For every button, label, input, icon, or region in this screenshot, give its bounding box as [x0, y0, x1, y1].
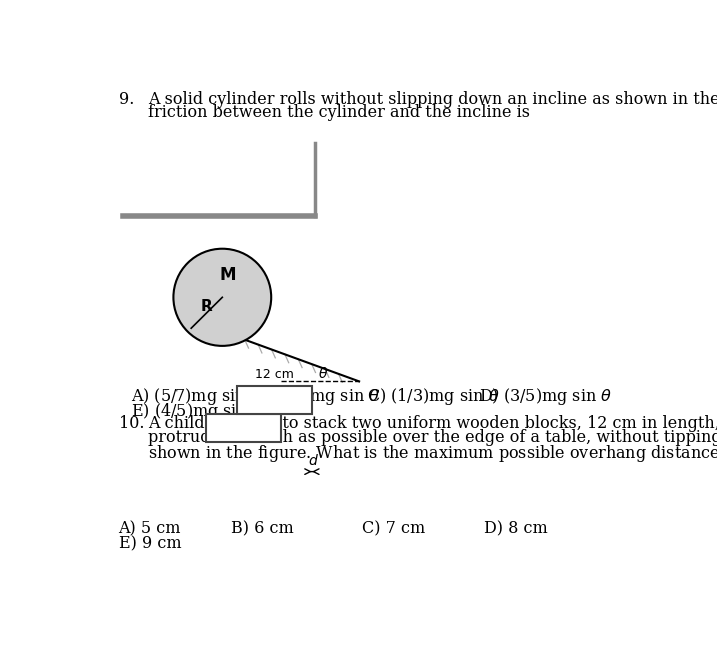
Text: A solid cylinder rolls without slipping down an incline as shown in the figure. : A solid cylinder rolls without slipping … [148, 90, 717, 107]
Text: A child is trying to stack two uniform wooden blocks, 12 cm in length, so they w: A child is trying to stack two uniform w… [148, 415, 717, 432]
Text: $\theta$: $\theta$ [318, 367, 328, 381]
FancyBboxPatch shape [237, 387, 312, 414]
Text: 9.: 9. [118, 90, 134, 107]
Ellipse shape [174, 249, 271, 346]
Text: E) (4/5)mg sin $\theta$: E) (4/5)mg sin $\theta$ [131, 402, 263, 422]
Text: shown in the figure. What is the maximum possible overhang distance $d$?: shown in the figure. What is the maximum… [148, 443, 717, 464]
Text: D) 8 cm: D) 8 cm [484, 520, 548, 537]
Text: $\mathbf{R}$: $\mathbf{R}$ [200, 298, 214, 314]
Text: A) (5/7)mg sin $\theta$: A) (5/7)mg sin $\theta$ [131, 387, 262, 408]
Text: C) 7 cm: C) 7 cm [362, 520, 425, 537]
Text: 10.: 10. [118, 415, 144, 432]
Text: friction between the cylinder and the incline is: friction between the cylinder and the in… [148, 104, 530, 121]
Text: E) 9 cm: E) 9 cm [118, 535, 181, 552]
Text: $\mathbf{M}$: $\mathbf{M}$ [219, 266, 237, 284]
FancyBboxPatch shape [206, 414, 281, 441]
Text: D) (3/5)mg sin $\theta$: D) (3/5)mg sin $\theta$ [479, 387, 612, 408]
Text: B) 6 cm: B) 6 cm [232, 520, 294, 537]
Text: C) (1/3)mg sin $\theta$: C) (1/3)mg sin $\theta$ [368, 387, 500, 408]
Text: $d$: $d$ [308, 452, 319, 467]
Text: protrude as much as possible over the edge of a table, without tipping over, as: protrude as much as possible over the ed… [148, 429, 717, 446]
Text: B) (1/2)mg sin $\theta$: B) (1/2)mg sin $\theta$ [248, 387, 380, 408]
Text: A) 5 cm: A) 5 cm [118, 520, 181, 537]
Text: 12 cm: 12 cm [255, 368, 294, 381]
